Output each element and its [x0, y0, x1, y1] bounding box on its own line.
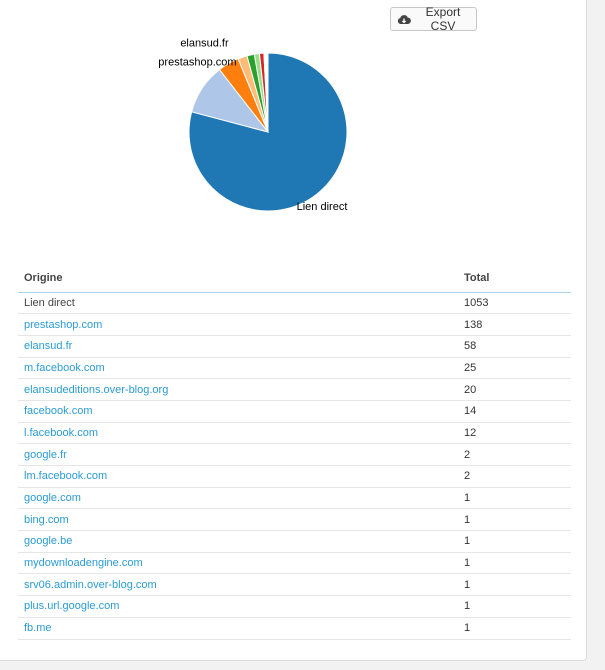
pie-label: Lien direct — [297, 201, 348, 213]
origin-link[interactable]: plus.url.google.com — [24, 600, 120, 613]
origin-link[interactable]: mydownloadengine.com — [24, 557, 143, 570]
origin-link[interactable]: google.be — [24, 535, 73, 548]
stats-panel: Export CSV Lien direct prestashop.com elan… — [0, 0, 587, 661]
pie-label: prestashop.com — [158, 56, 236, 68]
table-row: l.facebook.com 12 — [18, 422, 571, 445]
total-cell: 1 — [458, 530, 571, 553]
total-cell: 1053 — [458, 292, 571, 315]
origin-link[interactable]: elansud.fr — [24, 340, 73, 353]
origin-link[interactable]: google.fr — [24, 448, 67, 461]
origin-cell: google.fr — [18, 443, 458, 466]
origin-cell: m.facebook.com — [18, 357, 458, 380]
total-cell: 1 — [458, 508, 571, 532]
total-cell: 1 — [458, 617, 571, 640]
origin-cell: elansudeditions.over-blog.org — [18, 378, 458, 401]
origin-cell: bing.com — [18, 508, 458, 532]
origin-cell: fb.me — [18, 617, 458, 640]
origin-cell: plus.url.google.com — [18, 595, 458, 618]
table-row: elansudeditions.over-blog.org 20 — [18, 378, 571, 401]
total-cell: 58 — [458, 335, 571, 358]
total-cell: 1 — [458, 595, 571, 618]
origin-link[interactable]: fb.me — [24, 622, 52, 635]
origin-link[interactable]: srv06.admin.over-blog.com — [24, 578, 157, 591]
total-cell: 12 — [458, 422, 571, 445]
table-row: prestashop.com 138 — [18, 313, 571, 336]
origin-link[interactable]: google.com — [24, 492, 81, 505]
origin-cell: srv06.admin.over-blog.com — [18, 573, 458, 597]
origin-cell: facebook.com — [18, 400, 458, 423]
total-cell: 25 — [458, 357, 571, 380]
origin-cell: l.facebook.com — [18, 422, 458, 445]
origin-cell: google.be — [18, 530, 458, 553]
origin-link[interactable]: prestashop.com — [24, 318, 103, 331]
table-row: bing.com 1 — [18, 508, 571, 532]
column-header-origin: Origine — [18, 265, 458, 293]
pie-label: elansud.fr — [180, 37, 229, 49]
origin-link[interactable]: facebook.com — [24, 405, 93, 418]
total-cell: 1 — [458, 552, 571, 575]
column-header-total: Total — [458, 265, 571, 293]
total-cell: 14 — [458, 400, 571, 423]
origin-link[interactable]: lm.facebook.com — [24, 470, 108, 483]
table-row: m.facebook.com 25 — [18, 357, 571, 380]
table-row: google.com 1 — [18, 487, 571, 510]
origin-cell: Lien direct — [18, 292, 458, 315]
export-csv-button[interactable]: Export CSV — [390, 5, 477, 33]
total-cell: 2 — [458, 443, 571, 466]
origins-table: Origine Total Lien direct 1053 prestashop.… — [18, 265, 571, 640]
origin-cell: google.com — [18, 487, 458, 510]
table-row: google.fr 2 — [18, 443, 571, 466]
table-row: google.be 1 — [18, 530, 571, 553]
total-cell: 1 — [458, 573, 571, 597]
table-row: facebook.com 14 — [18, 400, 571, 423]
origin-cell: lm.facebook.com — [18, 465, 458, 488]
total-cell: 2 — [458, 465, 571, 488]
origin-cell: mydownloadengine.com — [18, 552, 458, 575]
total-cell: 1 — [458, 487, 571, 510]
origin-link[interactable]: m.facebook.com — [24, 361, 105, 374]
export-csv-label: Export CSV — [425, 5, 461, 33]
table-header-row: Origine Total — [18, 265, 571, 293]
table-row: elansud.fr 58 — [18, 335, 571, 358]
table-row: mydownloadengine.com 1 — [18, 552, 571, 575]
origin-link[interactable]: elansudeditions.over-blog.org — [24, 383, 169, 396]
cloud-download-icon — [397, 14, 411, 25]
total-cell: 138 — [458, 313, 571, 336]
origin-cell: elansud.fr — [18, 335, 458, 358]
origin-link[interactable]: l.facebook.com — [24, 426, 98, 439]
table-row: fb.me 1 — [18, 617, 571, 640]
origin-link[interactable]: bing.com — [24, 513, 69, 526]
referrer-pie-chart: Lien direct prestashop.com elansud.fr — [158, 37, 348, 213]
table-row: srv06.admin.over-blog.com 1 — [18, 573, 571, 597]
origin-text: Lien direct — [24, 296, 75, 309]
total-cell: 20 — [458, 378, 571, 401]
origin-cell: prestashop.com — [18, 313, 458, 336]
table-row: Lien direct 1053 — [18, 292, 571, 315]
table-row: plus.url.google.com 1 — [18, 595, 571, 618]
table-row: lm.facebook.com 2 — [18, 465, 571, 488]
